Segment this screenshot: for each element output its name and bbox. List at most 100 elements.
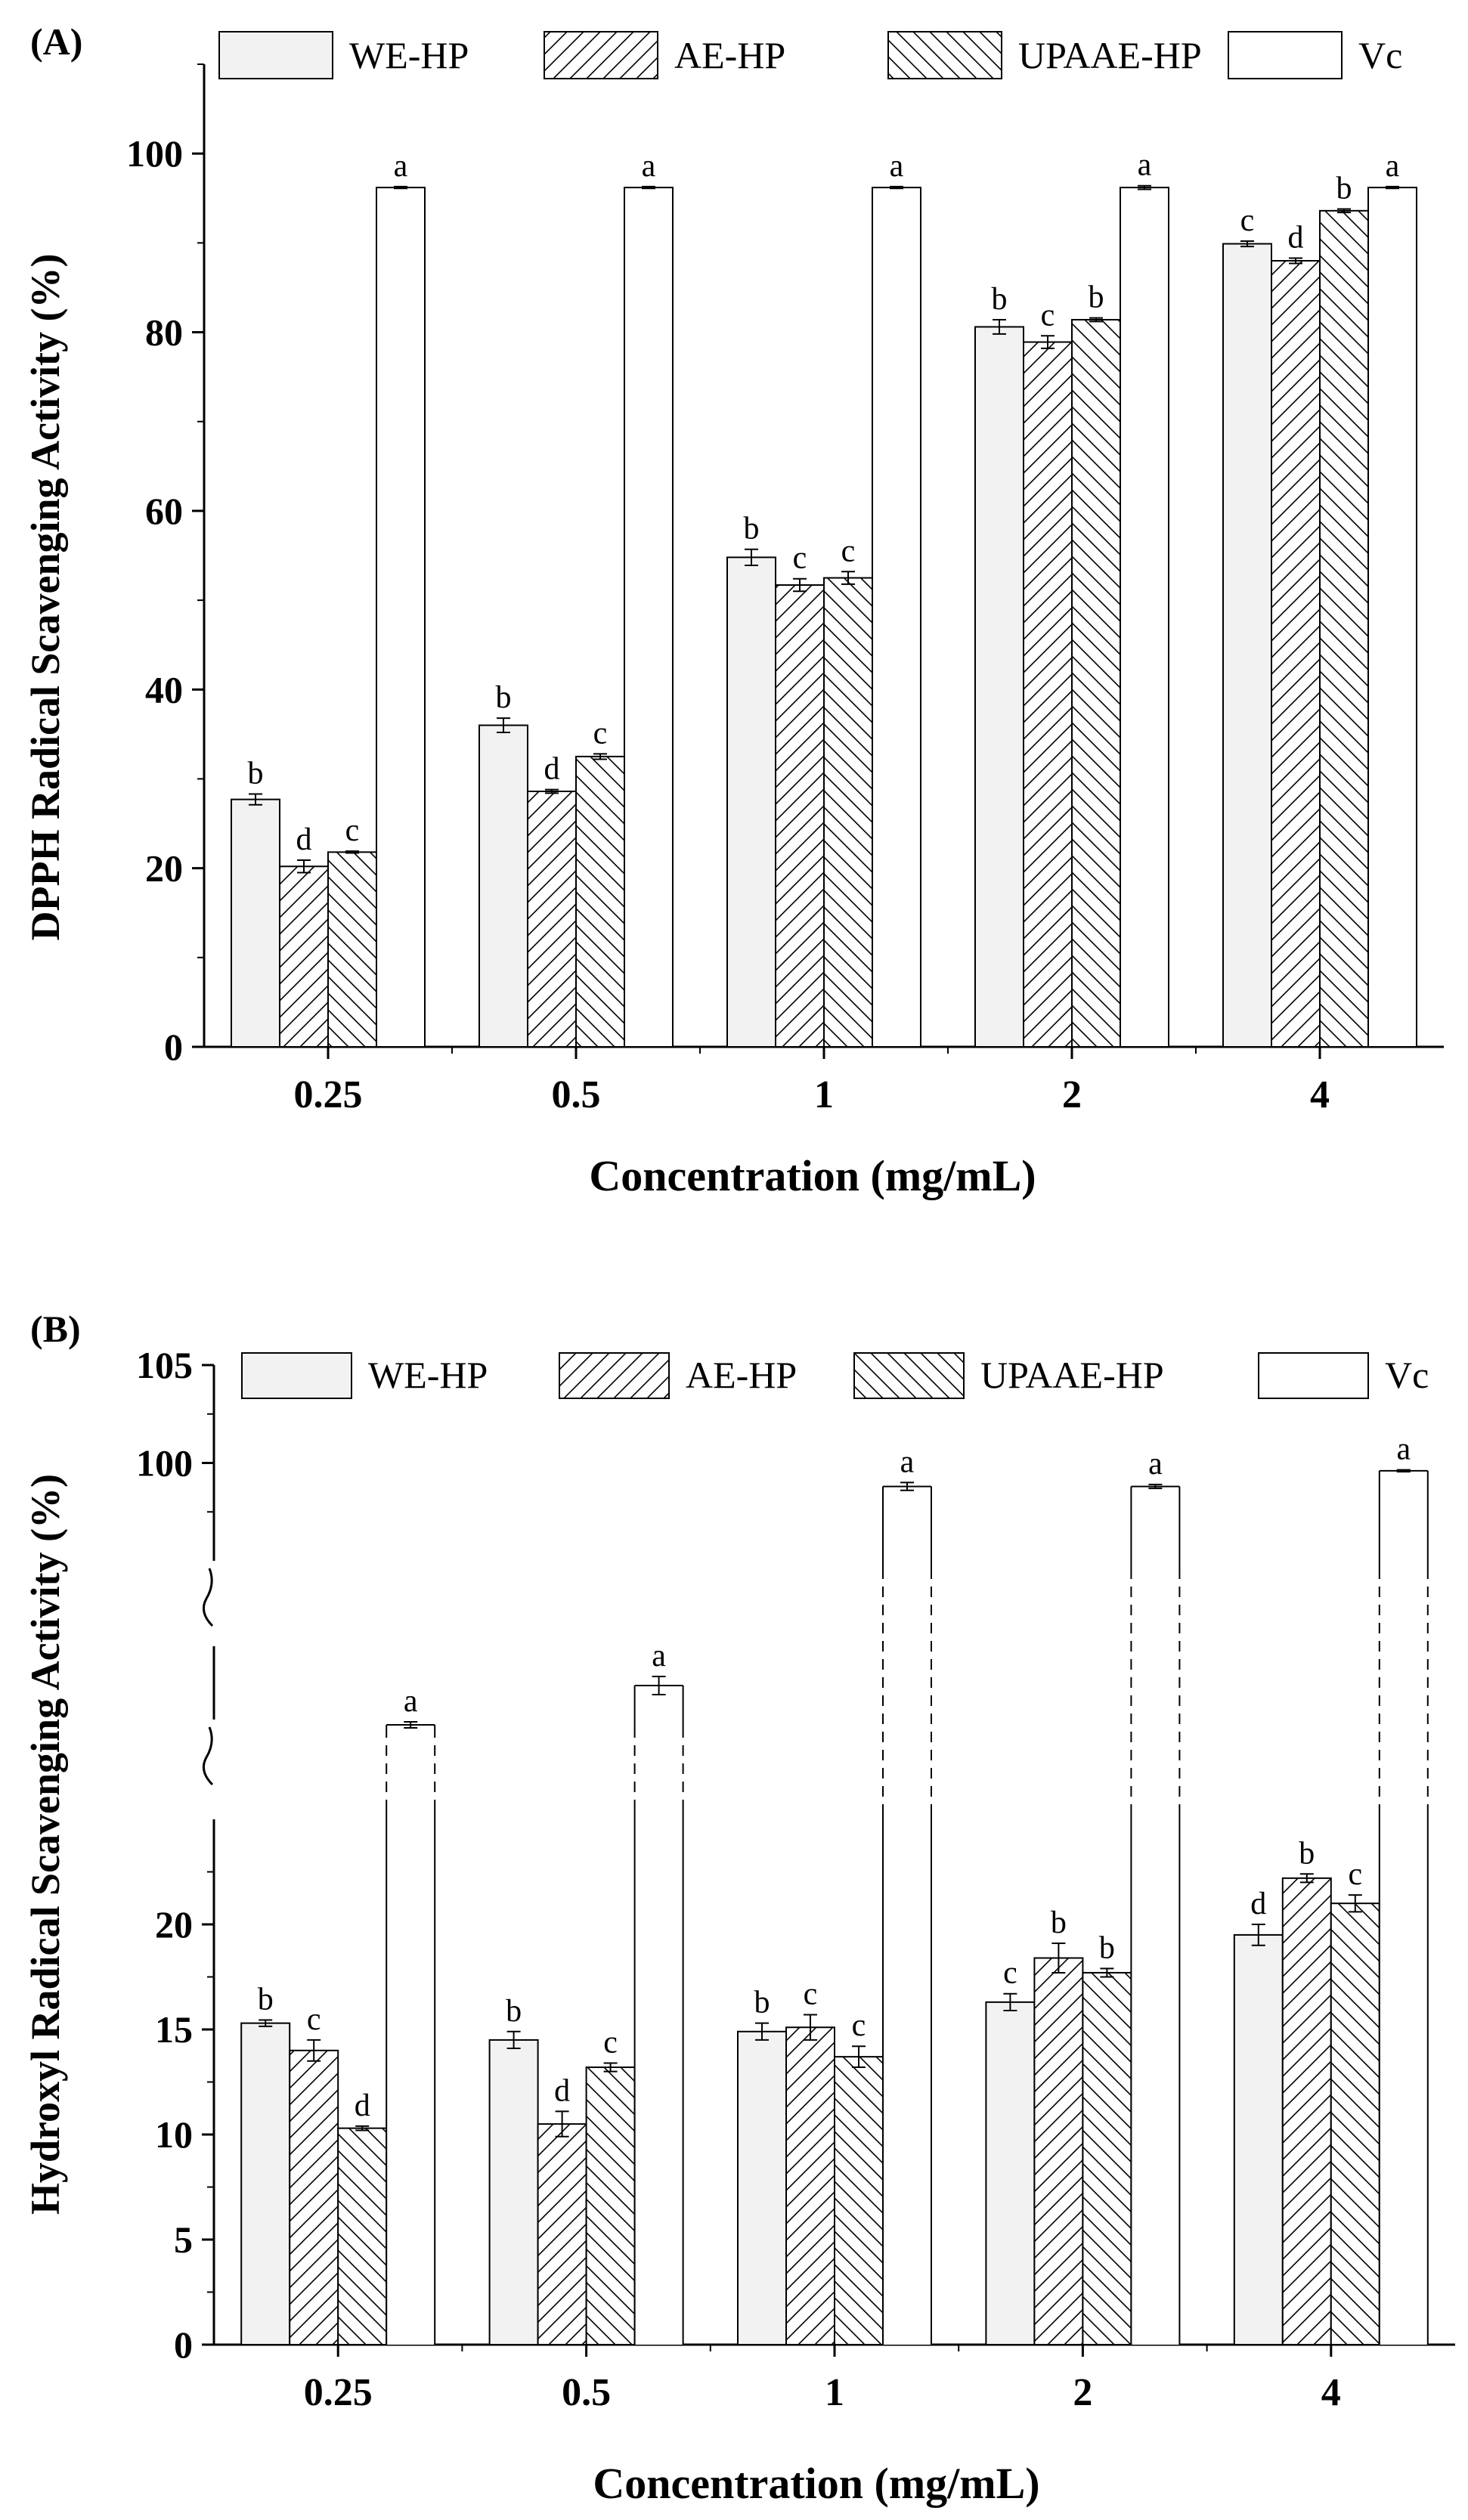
panel-a-y-tick-label-100: 100 [126,132,183,175]
panel-b-legend-swatch-upaae-hp [853,1352,965,1399]
panel-a-bar-upaae-hp-0-25-error-bar [345,850,359,854]
panel-b-bar-ae-hp-0-5 [537,2123,587,2346]
panel-b-legend-label-vc: Vc [1385,1354,1429,1396]
panel-a-bar-vc-4 [1367,187,1417,1048]
panel-a-y-tick-label-0: 0 [164,1026,183,1068]
panel-a-bar-we-hp-2-error-bar [993,319,1006,335]
panel-b-bar-ae-hp-4-error-bar [1299,1873,1314,1884]
panel-a-bar-we-hp-1 [726,556,776,1048]
panel-b-x-tick-label-4: 4 [1321,2371,1341,2414]
panel-b-bar-ae-hp-4 [1281,1877,1332,2346]
panel-b-bar-vc-0-5-error-bar [652,1676,666,1695]
panel-a-bar-ae-hp-0-25 [279,865,329,1048]
panel-b-bar-ae-hp-1-letter: c [804,1977,818,2012]
panel-b-y-tick-label-20: 20 [155,1903,193,1946]
panel-b-x-axis-title: Concentration (mg/mL) [593,2459,1039,2508]
panel-b-bar-vc-0-25 [386,1724,436,2345]
panel-a-bar-vc-1-error-bar [890,185,903,190]
panel-a-legend-swatch-vc [1228,31,1343,79]
panel-b-axis-break-mark-0 [202,1568,214,1627]
panel-b-bar-we-hp-2 [985,2001,1036,2346]
panel-b-label: (B) [30,1308,81,1350]
panel-b-bar-vc-1-error-bar [900,1481,914,1491]
panel-a-bar-ae-hp-4 [1271,260,1321,1048]
panel-b-bar-ae-hp-2 [1033,1957,1084,2345]
panel-a-bar-vc-0-5-error-bar [642,185,655,190]
panel-b-bar-upaae-hp-1-error-bar [852,2045,866,2069]
panel-a-bar-upaae-hp-0-25 [327,851,377,1048]
panel-b-bar-vc-4-error-bar [1396,1469,1411,1473]
panel-b-bar-vc-1 [882,1485,932,2345]
panel-b-bar-upaae-hp-0-5 [585,2066,636,2346]
panel-a-x-tick-label-4: 4 [1310,1073,1330,1116]
panel-b-legend-label-upaae-hp: UPAAE-HP [980,1354,1164,1396]
panel-b-bar-upaae-hp-0-5-error-bar [603,2062,618,2073]
panel-a-bar-ae-hp-0-25-error-bar [297,859,311,874]
panel-b-y-tick-label-15: 15 [155,2008,193,2051]
panel-a-bar-ae-hp-2 [1023,341,1073,1048]
panel-b-bar-we-hp-1-letter: b [754,1986,770,2020]
panel-a-legend-label-vc: Vc [1358,34,1402,76]
panel-b-bar-ae-hp-0-25 [289,2049,339,2346]
panel-a-bar-upaae-hp-4 [1319,209,1369,1048]
panel-a-bar-vc-1-letter: a [890,149,904,184]
panel-a-legend-swatch-ae-hp [544,31,658,79]
panel-b-bar-upaae-hp-0-25 [337,2127,388,2345]
panel-a-y-tick-label-40: 40 [145,668,183,710]
panel-b-bar-we-hp-1 [737,2030,787,2346]
panel-a-bar-upaae-hp-1-error-bar [841,571,855,585]
panel-b-legend-swatch-ae-hp [559,1352,670,1399]
panel-a-bar-vc-0-25 [376,187,426,1048]
panel-a-bar-ae-hp-0-5-letter: d [544,752,560,787]
panel-b-bar-we-hp-0-5 [488,2039,539,2345]
panel-a-bar-vc-2 [1120,187,1169,1048]
panel-a-bar-upaae-hp-0-5-error-bar [593,753,607,760]
panel-b-bar-we-hp-2-error-bar [1003,1992,1017,2011]
panel-a-bar-ae-hp-2-letter: c [1041,298,1055,333]
panel-b-bar-we-hp-2-letter: c [1003,1956,1017,1991]
panel-b-bar-vc-2-fill [1131,1486,1180,2345]
panel-b-legend-label-ae-hp: AE-HP [686,1354,797,1396]
panel-b-bar-upaae-hp-0-25-letter: d [355,2088,370,2123]
panel-b-bar-we-hp-0-5-error-bar [506,2030,521,2050]
panel-a-bar-we-hp-0-25-error-bar [249,793,262,806]
panel-b-bar-vc-4 [1378,1469,1429,2345]
panel-a-bar-ae-hp-2-error-bar [1041,335,1055,349]
panel-b-bar-we-hp-4-error-bar [1251,1924,1265,1946]
panel-a-legend-swatch-we-hp [218,31,333,79]
panel-a-bar-upaae-hp-0-5 [575,755,625,1048]
panel-b-bar-we-hp-4-letter: d [1250,1887,1266,1921]
panel-b-bar-ae-hp-0-25-error-bar [307,2039,321,2062]
panel-b-bar-vc-4-fill [1379,1470,1428,2345]
panel-b-bar-vc-0-5-letter: a [652,1639,666,1673]
panel-b-bar-upaae-hp-4-error-bar [1348,1894,1362,1913]
panel-a-y-tick-label-80: 80 [145,311,183,354]
panel-b-y-tick-label-5: 5 [174,2218,193,2261]
panel-b-bar-ae-hp-0-5-error-bar [555,2110,569,2138]
panel-a-bar-we-hp-2-letter: b [992,282,1008,317]
panel-a-bar-upaae-hp-2-error-bar [1089,317,1103,323]
panel-a-bar-we-hp-0-5 [478,724,528,1048]
panel-b-bar-vc-1-fill [883,1486,931,2345]
panel-a-legend-label-upaae-hp: UPAAE-HP [1018,34,1202,76]
panel-a-bar-upaae-hp-4-letter: b [1336,171,1352,206]
panel-b-bar-we-hp-0-25-letter: b [258,1982,274,2017]
panel-b-x-tick-label-2: 2 [1073,2371,1092,2414]
panel-a-legend-label-we-hp: WE-HP [349,34,469,76]
panel-b-bar-we-hp-0-5-letter: b [506,1994,522,2029]
panel-b-y-tick-label-0: 0 [174,2323,193,2366]
panel-b-bar-vc-0-25-error-bar [404,1721,418,1729]
panel-b-y-tick-label-10: 10 [155,2113,193,2156]
panel-b-bar-upaae-hp-2-error-bar [1100,1967,1114,1978]
panel-a-bar-ae-hp-0-5 [527,791,577,1048]
panel-a-bar-we-hp-0-25 [231,798,280,1048]
panel-a-bar-we-hp-4-error-bar [1240,240,1254,248]
panel-a-bar-upaae-hp-2-letter: b [1089,280,1104,315]
panel-a-bar-upaae-hp-0-5-letter: c [593,716,608,751]
panel-a-legend-swatch-upaae-hp [887,31,1002,79]
panel-a: (A) Concentration (mg/mL) DPPH Radical S… [23,20,1444,1200]
panel-a-bar-ae-hp-1 [775,584,825,1048]
panel-b-bar-ae-hp-2-error-bar [1051,1943,1066,1974]
